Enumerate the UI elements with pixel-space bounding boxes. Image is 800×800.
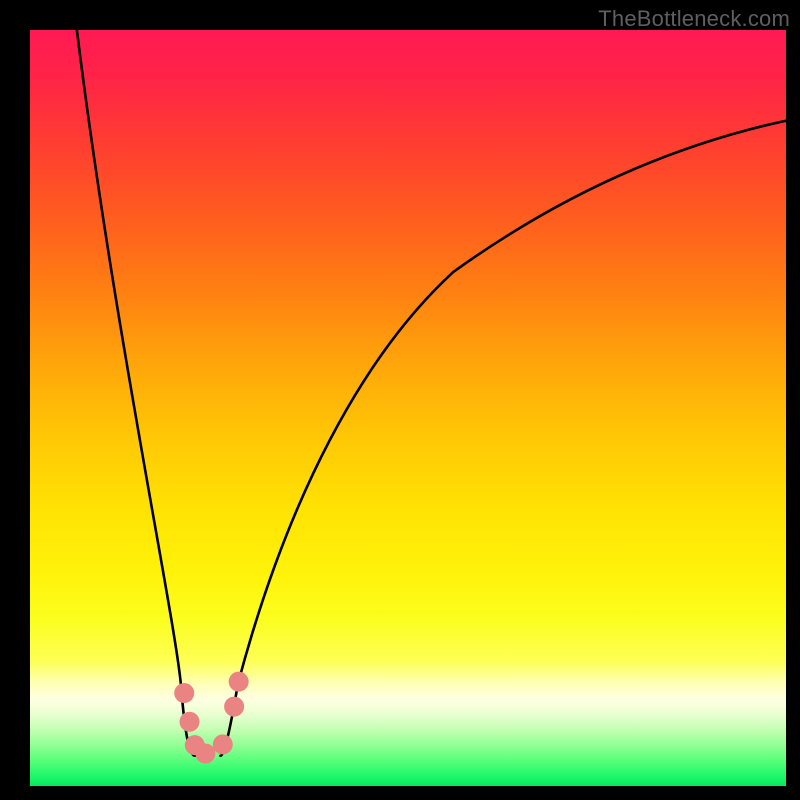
marker-dot (213, 734, 233, 754)
chart-frame: TheBottleneck.com (0, 0, 800, 800)
bottleneck-curve-right (221, 121, 786, 756)
marker-group (174, 672, 248, 764)
plot-area (30, 30, 786, 786)
curve-layer (30, 30, 786, 786)
marker-dot (224, 697, 244, 717)
marker-dot (229, 672, 249, 692)
watermark-text: TheBottleneck.com (598, 6, 790, 32)
marker-dot (195, 743, 215, 763)
bottleneck-curve-left (77, 30, 195, 756)
marker-dot (180, 712, 200, 732)
marker-dot (174, 683, 194, 703)
